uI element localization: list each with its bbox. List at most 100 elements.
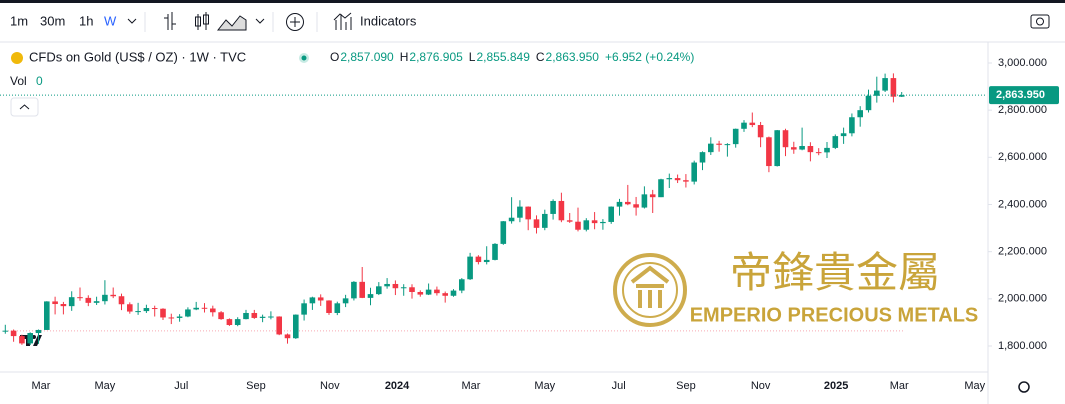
x-tick-label: Sep bbox=[246, 380, 266, 392]
candle-body bbox=[68, 297, 75, 307]
candle-body bbox=[442, 293, 448, 296]
area-icon[interactable] bbox=[216, 15, 247, 31]
candle-body bbox=[218, 312, 224, 320]
y-tick-label: 2,600.000 bbox=[998, 151, 1047, 163]
candle-body bbox=[185, 309, 191, 317]
candle-body bbox=[210, 308, 216, 313]
indicators-icon[interactable] bbox=[333, 12, 352, 30]
candle-body bbox=[840, 133, 847, 137]
interval-w[interactable]: W bbox=[104, 13, 117, 28]
x-tick-label: May bbox=[95, 380, 116, 392]
candle-body bbox=[533, 219, 540, 228]
candle-body bbox=[824, 147, 830, 153]
x-tick-label: May bbox=[964, 380, 985, 392]
symbol-title[interactable]: CFDs on Gold (US$ / OZ) · 1W · TVC bbox=[29, 49, 246, 64]
candle-body bbox=[757, 125, 764, 138]
x-tick-label: Jul bbox=[174, 380, 188, 392]
watermark-english: EMPERIO PRECIOUS METALS bbox=[690, 304, 979, 326]
candle-body bbox=[459, 279, 465, 291]
market-status bbox=[301, 55, 307, 61]
candle-body bbox=[782, 130, 789, 148]
dropdown-icon[interactable] bbox=[127, 18, 137, 24]
candle-body bbox=[317, 297, 324, 301]
candle-body bbox=[151, 308, 158, 310]
candle-body bbox=[749, 122, 756, 126]
candle-body bbox=[276, 316, 282, 335]
candle-body bbox=[102, 294, 108, 302]
candle-body bbox=[741, 122, 747, 129]
candle-body bbox=[143, 308, 150, 312]
symbol-icon bbox=[11, 52, 23, 64]
candle-body bbox=[815, 152, 822, 154]
volume-label: Vol bbox=[10, 74, 27, 88]
candle-body bbox=[542, 213, 548, 228]
candle-body bbox=[251, 312, 258, 318]
bar-style-icon[interactable] bbox=[164, 12, 176, 30]
candle-body bbox=[400, 287, 407, 289]
candle-body bbox=[384, 283, 390, 287]
candle-body bbox=[27, 333, 33, 344]
candle-icon-body bbox=[195, 16, 201, 27]
candle-body bbox=[52, 301, 58, 305]
candle-body bbox=[898, 95, 905, 97]
legend-key: L bbox=[469, 50, 476, 64]
x-tick-label: 2025 bbox=[824, 380, 848, 392]
candle-body bbox=[85, 297, 92, 303]
add-icon-plus bbox=[290, 17, 300, 27]
watermark-logo bbox=[613, 253, 687, 327]
candle-body bbox=[409, 287, 415, 292]
candle-body bbox=[176, 316, 183, 318]
candle-body bbox=[791, 147, 797, 150]
legend-key: O bbox=[330, 50, 339, 64]
candle-body bbox=[591, 220, 598, 224]
collapse-button[interactable] bbox=[10, 97, 39, 117]
candle-body bbox=[351, 281, 357, 299]
candle-body bbox=[367, 294, 374, 298]
candle-body bbox=[658, 179, 664, 198]
candle-body bbox=[2, 330, 9, 332]
candle-body bbox=[19, 336, 25, 344]
plot-area bbox=[0, 73, 986, 346]
interval-1m[interactable]: 1m bbox=[10, 13, 28, 28]
candle-body bbox=[865, 95, 872, 111]
interval-1h[interactable]: 1h bbox=[79, 13, 93, 28]
candle-body bbox=[309, 297, 316, 304]
candle-body bbox=[301, 303, 307, 315]
candle-body bbox=[425, 289, 432, 295]
candle-body bbox=[467, 256, 473, 280]
candle-body bbox=[890, 78, 897, 97]
legend-change: +6.952 (+0.24%) bbox=[605, 50, 694, 64]
candle-body bbox=[649, 194, 656, 198]
settings-icon[interactable] bbox=[1018, 381, 1030, 393]
candle-body bbox=[93, 301, 100, 303]
top-edge bbox=[0, 0, 1065, 3]
candle-body bbox=[558, 200, 565, 221]
candle-body bbox=[376, 286, 382, 295]
legend-value: 2,863.950 bbox=[546, 50, 600, 64]
candle-body bbox=[625, 201, 631, 205]
indicators-button[interactable]: Indicators bbox=[360, 13, 417, 28]
add-icon[interactable] bbox=[286, 13, 304, 31]
candle-body bbox=[44, 301, 50, 330]
x-tick-label: 2024 bbox=[385, 380, 410, 392]
candle-body bbox=[168, 317, 175, 319]
candle-body bbox=[716, 143, 722, 145]
candle-body bbox=[60, 304, 67, 307]
candle-body bbox=[492, 243, 498, 260]
candle-body bbox=[882, 78, 888, 91]
candle-body bbox=[135, 311, 141, 313]
candle-body bbox=[483, 259, 490, 263]
interval-30m[interactable]: 30m bbox=[40, 13, 65, 28]
candle-body bbox=[450, 290, 457, 296]
x-tick-label: Mar bbox=[32, 380, 51, 392]
candle-body bbox=[691, 162, 697, 182]
dropdown-icon[interactable] bbox=[255, 18, 265, 24]
candle-body bbox=[392, 283, 399, 289]
candle-body bbox=[517, 206, 523, 218]
snapshot-lens bbox=[1036, 17, 1044, 26]
candle-body bbox=[674, 178, 681, 181]
candle-body bbox=[708, 143, 714, 153]
snapshot-icon[interactable] bbox=[1030, 14, 1050, 29]
candle-body bbox=[127, 304, 133, 312]
candle-body bbox=[608, 206, 614, 222]
